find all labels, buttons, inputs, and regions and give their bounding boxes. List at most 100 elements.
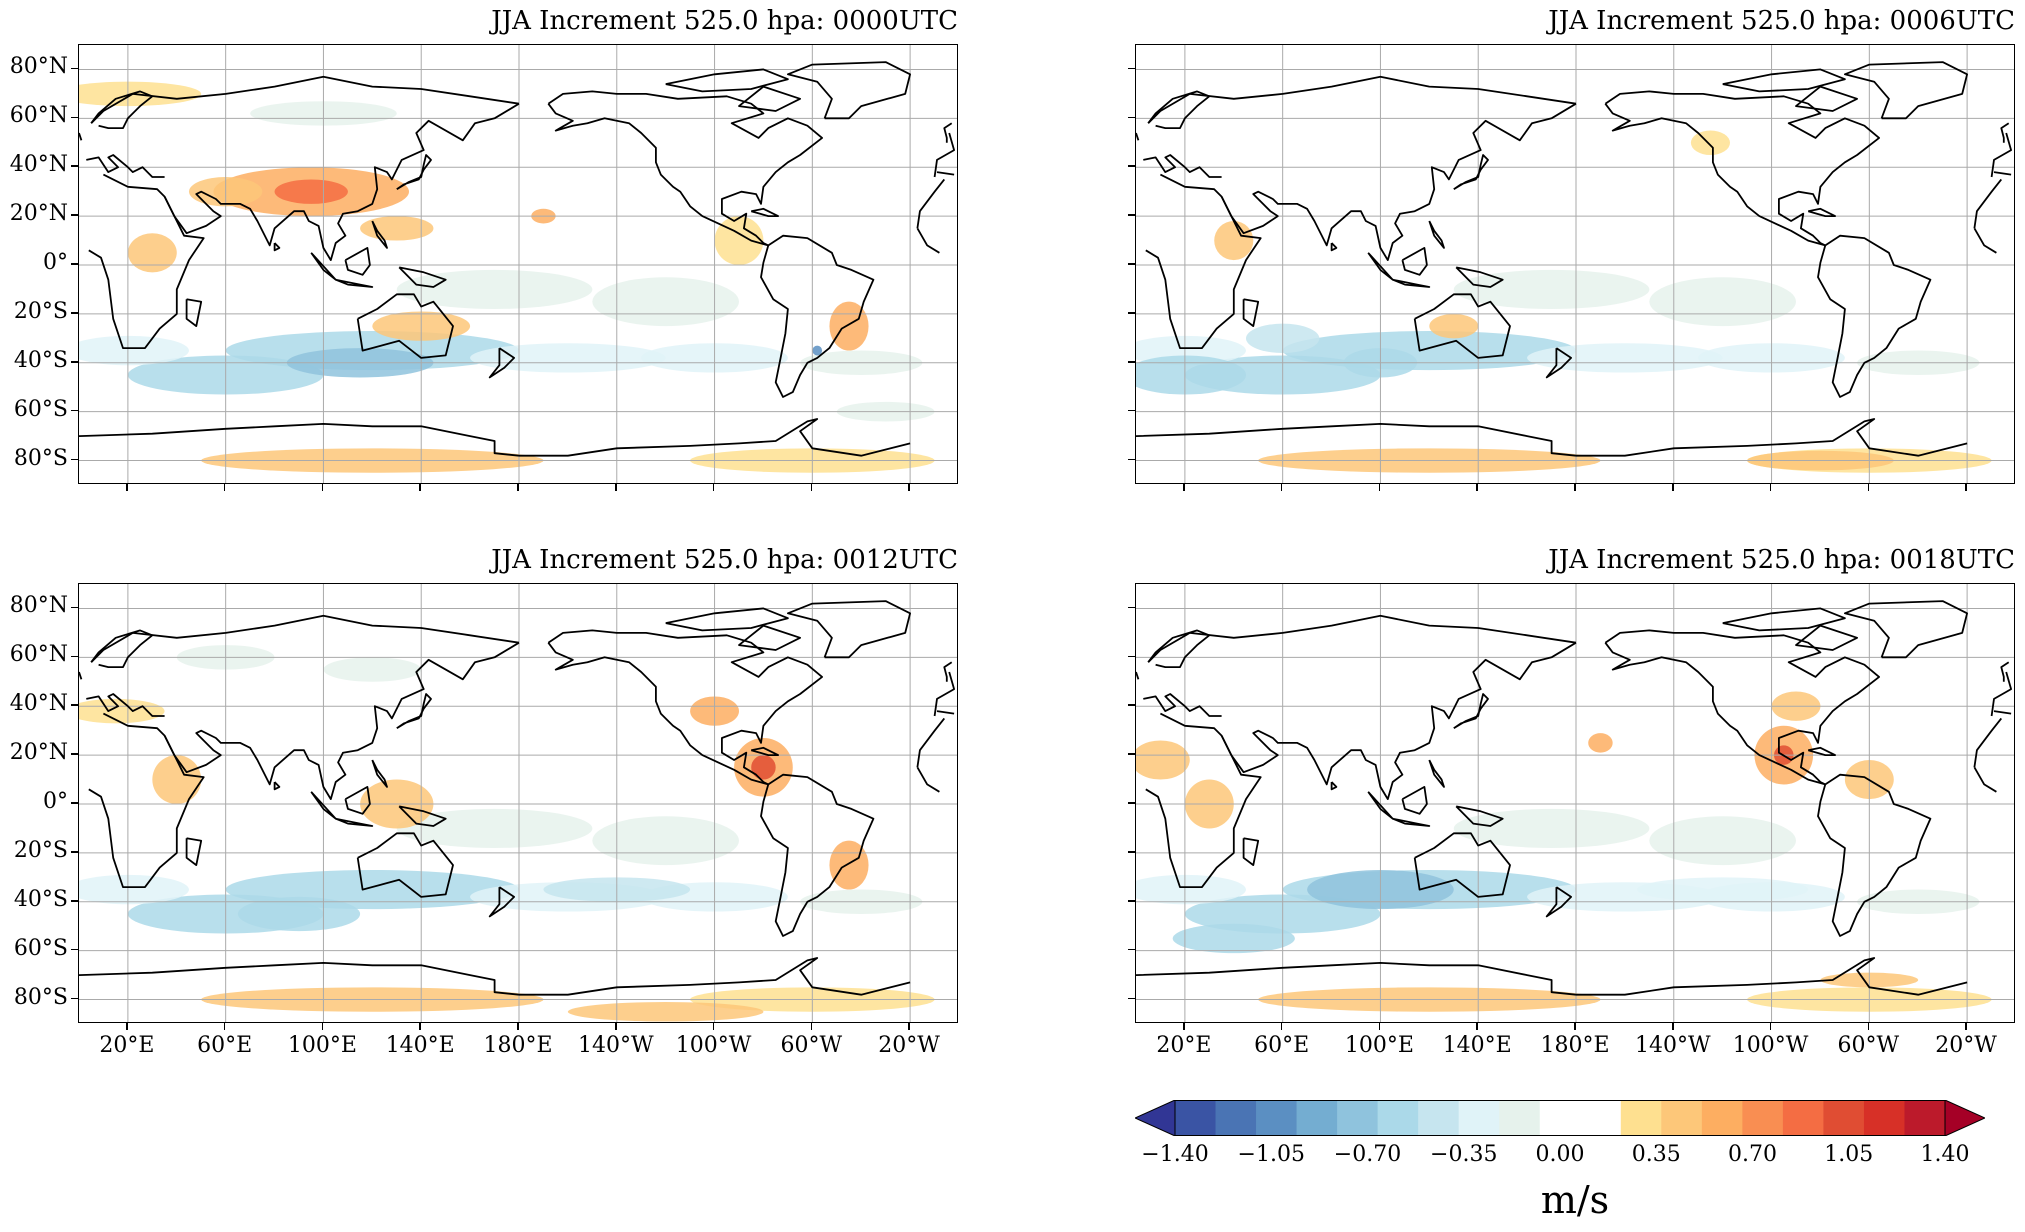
coastline-icon [1413, 832, 1511, 898]
map-area [78, 583, 958, 1023]
lat-tick [71, 312, 78, 314]
lat-tick-label: 40°S [13, 347, 68, 373]
lon-tick-label: 60°E [1254, 1033, 1310, 1058]
lat-tick [1128, 165, 1135, 167]
coastline-icon [90, 90, 154, 129]
lat-tick [1128, 704, 1135, 706]
lon-tick [517, 1023, 519, 1030]
colorbar-swatch [1499, 1100, 1541, 1136]
coastline-icon [163, 102, 520, 262]
lat-tick [1128, 753, 1135, 755]
coastline-icon [1330, 781, 1338, 791]
anomaly-region [1172, 923, 1295, 954]
coastline-icon [1143, 154, 1222, 178]
lon-tick-label: 140°W [1634, 1033, 1711, 1058]
coastline-icon [1576, 418, 1968, 457]
coastline-icon [916, 178, 946, 229]
coastline-icon [1604, 629, 1880, 786]
anomaly-region [1649, 277, 1796, 327]
lon-tick [615, 484, 617, 491]
coastline-icon [1807, 746, 1836, 757]
coastline-icon [1401, 246, 1428, 276]
coastline-icon [273, 242, 281, 252]
coastline-icon [2000, 661, 2010, 682]
lat-tick-label: 80°S [13, 984, 68, 1010]
coastline-icon [1147, 75, 1577, 124]
lon-tick [1574, 1023, 1576, 1030]
coastline-icon [1844, 61, 1968, 120]
map-area [78, 44, 958, 484]
lat-tick [1128, 263, 1135, 265]
lon-tick [615, 1023, 617, 1030]
coastline-icon [1545, 347, 1573, 379]
lat-tick-label: 80°N [9, 54, 68, 80]
anomaly-region [1429, 313, 1479, 339]
colorbar-swatch [1296, 1100, 1338, 1136]
coastline-icon [1220, 641, 1577, 801]
lat-tick [71, 214, 78, 216]
lon-tick [1965, 1023, 1967, 1030]
coastline-icon [1993, 171, 2012, 176]
colorbar-swatch [1539, 1100, 1581, 1136]
lat-tick [1128, 948, 1135, 951]
coastline-icon [519, 418, 911, 457]
colorbar-swatch [1256, 1100, 1298, 1136]
coastline-icon [943, 122, 953, 143]
coastline-icon [79, 422, 520, 457]
colorbar-swatch [1904, 1100, 1946, 1136]
coastline-icon [163, 641, 520, 801]
lat-tick [71, 802, 78, 804]
coastline-icon [1973, 766, 1997, 793]
coastline-icon [356, 832, 454, 898]
lat-tick [1128, 997, 1135, 1000]
lon-tick [810, 484, 813, 491]
lon-tick [908, 1023, 910, 1030]
coastline-icon [1428, 759, 1445, 788]
lon-tick-label: 140°W [577, 1033, 654, 1058]
coastline-icon [185, 837, 203, 867]
lon-tick-label: 20°E [99, 1033, 155, 1058]
colorbar-swatch [1377, 1100, 1419, 1136]
colorbar-tick-label: 0.00 [1535, 1142, 1585, 1167]
colorbar-swatch [1823, 1100, 1865, 1136]
coastline-icon [547, 629, 823, 786]
lon-tick-label: 140°E [385, 1033, 455, 1058]
coastline-icon [1973, 178, 2003, 229]
coastline-icon [88, 173, 205, 350]
lon-tick [321, 1023, 324, 1030]
lon-tick [712, 484, 715, 491]
anomaly-region [1136, 874, 1246, 905]
coastline-icon [1455, 805, 1504, 827]
coastline-icon [1576, 957, 1968, 996]
coastline-icon [335, 278, 374, 288]
coastline-icon [488, 347, 516, 379]
coastline-icon [335, 817, 374, 827]
colorbar-swatch [1175, 1100, 1217, 1136]
anomaly-region [751, 755, 776, 780]
anomaly-region [1214, 221, 1254, 261]
coastline-icon [396, 154, 432, 190]
coastline-icon [1330, 242, 1338, 252]
coastline-icon [344, 785, 371, 815]
lon-tick-label: 60°E [197, 1033, 253, 1058]
coastline-icon [1136, 961, 1577, 996]
anomaly-region [1690, 130, 1730, 155]
coastline-icon [1973, 227, 1997, 254]
coastline-icon [1220, 102, 1577, 262]
lat-tick [71, 67, 78, 70]
coastline-icon [1145, 173, 1262, 350]
coastline-icon [1795, 85, 1858, 112]
lon-tick-label: 20°W [1935, 1033, 1997, 1058]
lon-tick [321, 484, 324, 491]
lon-tick [126, 1023, 128, 1030]
anomaly-region [714, 216, 764, 265]
coastline-icon [1145, 712, 1262, 889]
lat-tick [1128, 655, 1135, 658]
coastline-icon [1973, 717, 2003, 768]
lon-tick [126, 484, 128, 491]
coastline-icon [1147, 629, 1211, 668]
coastline-icon [1136, 132, 1140, 141]
coastline-icon [787, 61, 911, 120]
lat-tick-label: 20°S [13, 298, 68, 324]
coastline-icon [79, 961, 520, 996]
